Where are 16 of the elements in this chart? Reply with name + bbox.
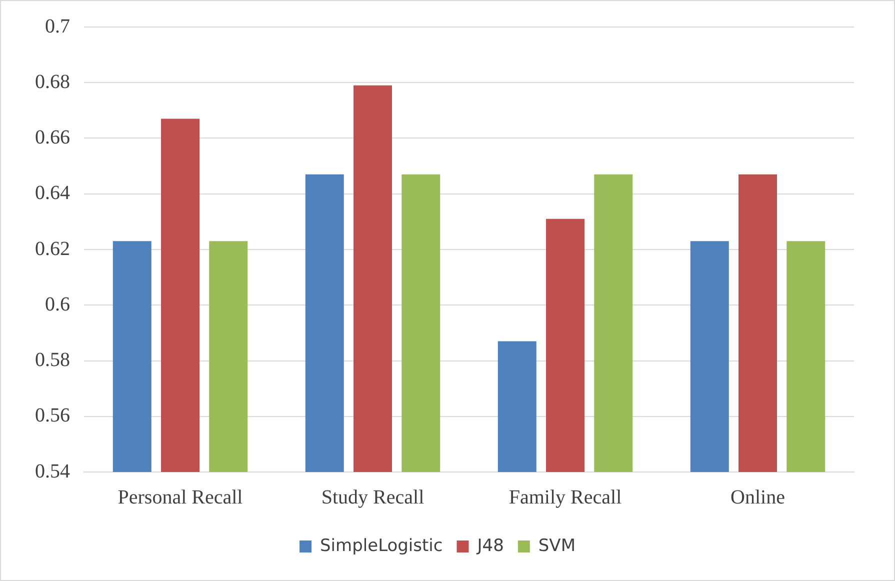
y-tick-label: 0.6 <box>45 293 70 316</box>
y-tick-label: 0.56 <box>35 404 70 427</box>
x-tick-label: Family Recall <box>508 486 622 508</box>
y-tick-label: 0.62 <box>35 238 70 260</box>
y-tick-label: 0.7 <box>45 15 70 38</box>
x-tick-label: Personal Recall <box>118 486 244 508</box>
y-tick-label: 0.66 <box>35 126 70 148</box>
x-tick-label: Study Recall <box>321 486 425 508</box>
y-tick-label: 0.64 <box>35 182 70 204</box>
y-tick-label: 0.68 <box>35 70 70 93</box>
legend-label: SVM <box>538 536 576 556</box>
y-tick-label: 0.54 <box>35 460 70 482</box>
legend-label: J48 <box>476 536 504 556</box>
legend-label: SimpleLogistic <box>320 536 443 556</box>
x-tick-label: Online <box>730 486 786 508</box>
y-tick-label: 0.58 <box>35 349 70 371</box>
